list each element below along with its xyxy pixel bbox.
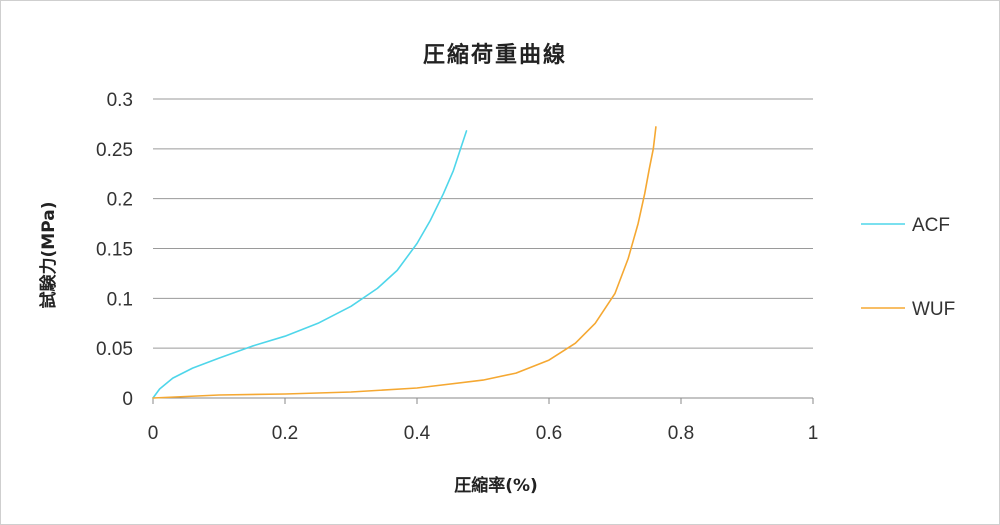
legend-label-acf: ACF [912,215,950,236]
x-tick-label: 0.8 [668,423,694,444]
y-tick-labels: 0 0.05 0.1 0.15 0.2 0.25 0.3 [96,90,133,410]
y-tick-label: 0.05 [96,339,133,360]
series-line-wuf [152,126,657,399]
x-tick-marks [152,398,814,404]
x-axis-label: 圧縮率(%) [454,475,538,496]
gridlines [153,98,813,349]
x-tick-label: 0.4 [404,423,431,444]
legend: ACF WUF [861,215,955,320]
series-line-acf [152,130,468,399]
series-lines [152,126,657,399]
y-tick-label: 0.1 [107,289,133,310]
x-tick-label: 1 [808,423,819,444]
x-tick-label: 0.6 [536,423,562,444]
y-axis-label: 試験力(MPa) [38,202,59,309]
y-tick-label: 0.15 [96,240,133,261]
legend-label-wuf: WUF [912,299,955,320]
x-tick-label: 0.2 [272,423,298,444]
chart-title: 圧縮荷重曲線 [423,42,567,68]
x-tick-labels: 0 0.2 0.4 0.6 0.8 1 [148,423,819,444]
x-tick-label: 0 [148,423,159,444]
y-tick-label: 0.25 [96,140,133,161]
y-tick-label: 0.2 [107,190,133,211]
y-tick-label: 0 [122,389,133,410]
y-tick-label: 0.3 [107,90,133,111]
